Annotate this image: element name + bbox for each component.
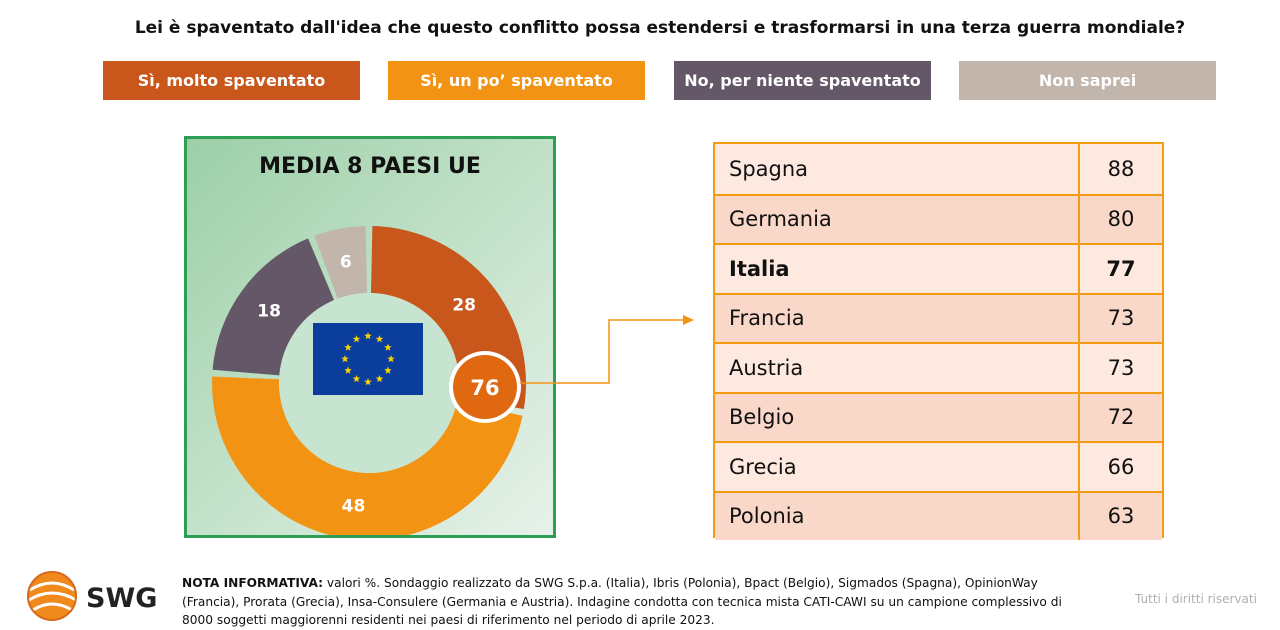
donut-slice <box>212 238 335 376</box>
legend-label: Sì, un po’ spaventato <box>420 71 613 90</box>
donut-slice <box>212 376 523 535</box>
legend-item-non-saprei: Non saprei <box>959 61 1216 100</box>
eu-star <box>352 335 361 343</box>
country-value: 73 <box>1107 306 1135 331</box>
donut-chart: 28 48 18 6 76 <box>212 226 526 535</box>
eu-star <box>387 355 395 363</box>
donut-slice-label: 48 <box>342 497 366 517</box>
country-name: Belgio <box>715 393 1080 441</box>
country-name: Italia <box>715 245 1080 293</box>
legend-label: No, per niente spaventato <box>684 71 921 90</box>
country-name: Austria <box>715 344 1080 392</box>
eu-star <box>384 343 392 351</box>
country-value: 88 <box>1107 156 1135 181</box>
legend-label: Non saprei <box>1038 71 1137 90</box>
country-name: Spagna <box>715 144 1080 194</box>
country-name: Polonia <box>715 492 1080 540</box>
eu-star <box>344 366 352 374</box>
country-value: 63 <box>1107 504 1135 529</box>
table-row: Austria 73 <box>715 342 1162 392</box>
country-value: 72 <box>1107 405 1135 430</box>
legend-item-molto: Sì, molto spaventato <box>103 61 360 100</box>
eu-star <box>375 374 384 383</box>
table-row: Spagna 88 <box>715 144 1162 194</box>
country-value: 66 <box>1107 454 1135 479</box>
table-row: Francia 73 <box>715 292 1162 342</box>
table-row: Germania 80 <box>715 193 1162 243</box>
country-value: 80 <box>1107 207 1135 232</box>
footnote: NOTA INFORMATIVA: valori %. Sondaggio re… <box>182 574 1062 630</box>
total-badge: 76 <box>449 351 521 423</box>
copyright-text: Tutti i diritti riservati <box>1135 592 1257 606</box>
country-table: Spagna 88 Germania 80 Italia 77 Francia 73 Austr… <box>713 142 1164 540</box>
table-row: Belgio 72 <box>715 391 1162 441</box>
country-value: 73 <box>1107 355 1135 380</box>
swg-logo-icon <box>27 571 77 621</box>
legend-item-un-po: Sì, un po’ spaventato <box>388 61 645 100</box>
eu-star <box>375 335 384 343</box>
legend-label: Sì, molto spaventato <box>137 71 326 90</box>
eu-star <box>341 355 349 363</box>
donut-title: MEDIA 8 PAESI UE <box>259 154 481 179</box>
table-row: Italia 77 <box>715 243 1162 293</box>
donut-slice-label: 28 <box>452 295 476 315</box>
footnote-label: NOTA INFORMATIVA: <box>182 576 324 590</box>
country-name: Grecia <box>715 443 1080 491</box>
donut-slice-label: 18 <box>257 301 281 321</box>
legend-item-per-niente: No, per niente spaventato <box>674 61 931 100</box>
eu-star <box>364 378 372 386</box>
country-value: 77 <box>1106 256 1136 281</box>
eu-flag-icon <box>313 323 423 395</box>
swg-logo-text: SWG <box>86 583 158 614</box>
country-name: Francia <box>715 294 1080 342</box>
footnote-text: valori %. Sondaggio realizzato da SWG S.… <box>182 576 1062 627</box>
table-row: Polonia 63 <box>715 490 1162 540</box>
donut-slice <box>314 226 368 299</box>
country-name: Germania <box>715 195 1080 243</box>
total-label: 76 <box>470 376 499 400</box>
donut-slice-label: 6 <box>340 253 352 273</box>
eu-star <box>352 374 361 383</box>
eu-star <box>384 366 392 374</box>
table-row: Grecia 66 <box>715 441 1162 491</box>
donut-panel: MEDIA 8 PAESI UE 28 48 18 6 76 <box>184 136 556 538</box>
eu-star <box>344 343 352 351</box>
chart-title: Lei è spaventato dall'idea che questo co… <box>134 18 1186 38</box>
eu-star <box>364 332 372 340</box>
